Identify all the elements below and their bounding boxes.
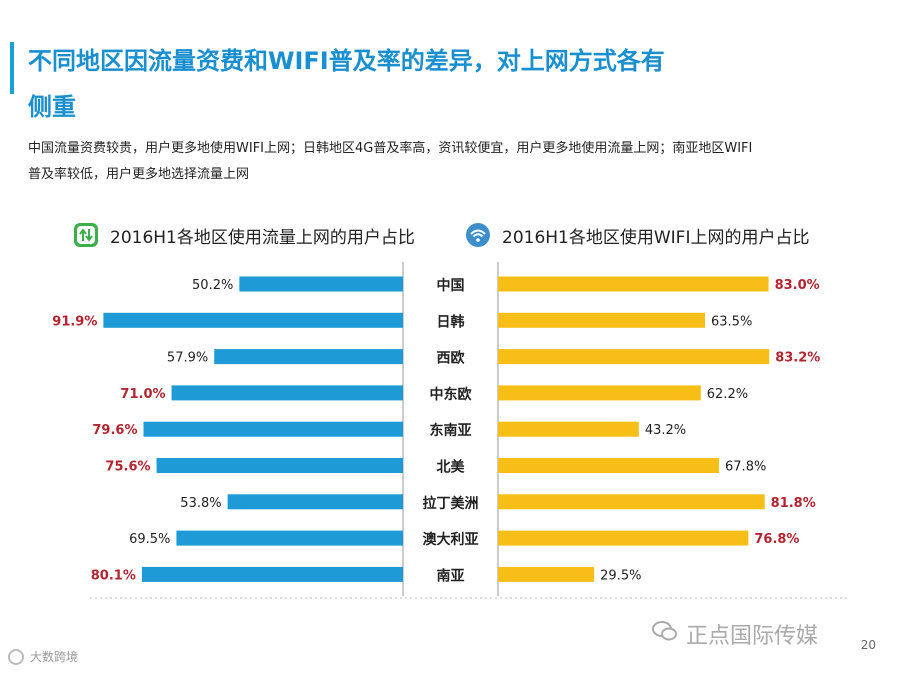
- right-chart-title: 2016H1各地区使用WIFI上网的用户占比: [502, 227, 810, 248]
- region-label-6: 拉丁美洲: [423, 495, 479, 512]
- mobile-value-label-5: 75.6%: [105, 460, 150, 475]
- wifi-value-label-0: 83.0%: [775, 278, 820, 293]
- wifi-value-label-3: 62.2%: [707, 387, 748, 402]
- mobile-value-label-0: 50.2%: [192, 278, 233, 293]
- wifi-bar-7: [498, 530, 749, 546]
- wifi-bar-5: [498, 458, 720, 473]
- region-label-5: 北美: [437, 459, 466, 476]
- region-label-0: 中国: [437, 277, 465, 294]
- mobile-value-label-1: 91.9%: [52, 314, 97, 329]
- wifi-value-label-2: 83.2%: [775, 351, 820, 366]
- wifi-value-label-5: 67.8%: [725, 460, 766, 475]
- mobile-value-label-2: 57.9%: [167, 351, 208, 366]
- region-label-1: 日韩: [437, 313, 465, 330]
- mobile-value-label-4: 79.6%: [92, 423, 137, 438]
- wifi-bar-4: [498, 421, 639, 437]
- wifi-value-label-8: 29.5%: [600, 568, 641, 583]
- region-label-3: 中东欧: [430, 386, 472, 403]
- page-title: 不同地区因流量资费和WIFI普及率的差异，对上网方式各有侧重: [28, 47, 665, 121]
- mobile-data-arrows-icon: [72, 221, 100, 249]
- watermark-left: 大数跨境: [8, 648, 78, 665]
- mobile-bar-6: [227, 494, 403, 510]
- left-chart-title: 2016H1各地区使用流量上网的用户占比: [110, 227, 415, 248]
- wifi-icon: [464, 221, 492, 249]
- wifi-value-label-1: 63.5%: [711, 314, 752, 329]
- description-text: 中国流量资费较贵，用户更多地使用WIFI上网；日韩地区4G普及率高，资讯较便宜，…: [28, 141, 753, 182]
- brand-text: 正点国际传媒: [686, 624, 819, 649]
- brand-watermark: 正点国际传媒: [652, 618, 818, 650]
- mobile-bar-7: [176, 530, 403, 546]
- right-chart-header: 2016H1各地区使用WIFI上网的用户占比: [464, 220, 809, 250]
- wifi-bar-3: [498, 385, 701, 401]
- mobile-value-label-3: 71.0%: [120, 387, 165, 402]
- mobile-bar-4: [143, 421, 403, 437]
- title-accent-bar: [10, 42, 14, 94]
- region-label-8: 南亚: [437, 567, 465, 584]
- wifi-value-label-7: 76.8%: [754, 532, 799, 547]
- mobile-bar-2: [214, 349, 403, 365]
- wifi-bar-2: [498, 349, 770, 365]
- wifi-bar-6: [498, 494, 765, 510]
- region-label-2: 西欧: [437, 350, 465, 367]
- wifi-bar-0: [498, 276, 769, 292]
- mobile-bar-0: [239, 276, 403, 292]
- wechat-icon: [652, 620, 678, 648]
- mobile-bar-5: [156, 458, 403, 473]
- mobile-value-label-7: 69.5%: [129, 532, 170, 547]
- left-chart-header: 2016H1各地区使用流量上网的用户占比: [72, 220, 415, 250]
- wifi-value-label-4: 43.2%: [645, 423, 686, 438]
- mobile-value-label-8: 80.1%: [91, 568, 136, 583]
- mobile-bar-3: [171, 385, 403, 401]
- watermark-circle-icon: [8, 648, 24, 665]
- region-label-7: 澳大利亚: [423, 531, 479, 548]
- wifi-bar-1: [498, 312, 706, 328]
- mobile-value-label-6: 53.8%: [180, 496, 221, 511]
- wifi-value-label-6: 81.8%: [771, 496, 816, 511]
- watermark-text: 大数跨境: [30, 650, 79, 664]
- region-label-4: 东南亚: [430, 422, 472, 439]
- mobile-bar-1: [103, 312, 403, 328]
- wifi-bar-8: [498, 566, 595, 582]
- page-number: 20: [860, 638, 876, 652]
- mobile-bar-8: [141, 566, 403, 582]
